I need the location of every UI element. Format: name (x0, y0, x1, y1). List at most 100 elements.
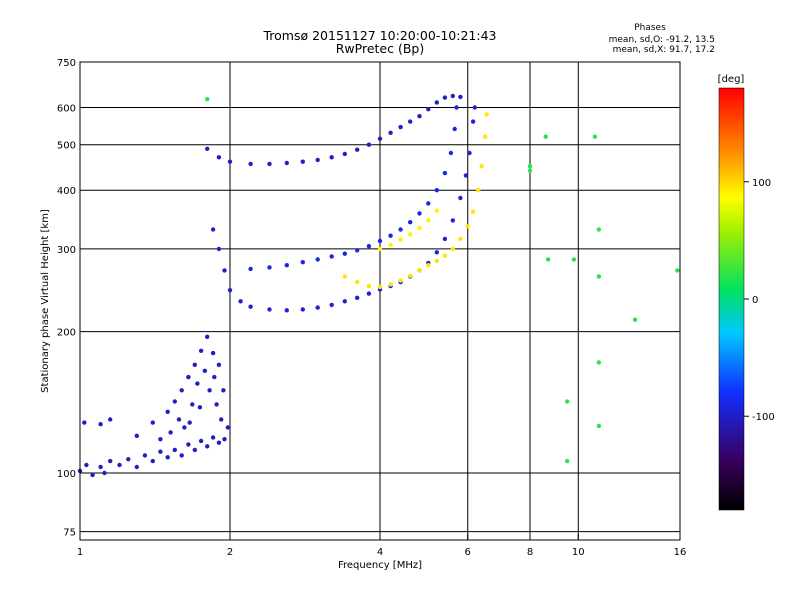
echo-point (442, 253, 448, 258)
echo-point (207, 388, 212, 393)
echo-point (134, 433, 139, 438)
echo-point (434, 250, 439, 255)
echo-point (450, 218, 455, 223)
echo-point (454, 105, 459, 110)
echo-point (300, 307, 305, 312)
echo-point (543, 134, 548, 139)
echo-point (366, 244, 372, 249)
y-tick-label: 75 (63, 528, 76, 539)
colorbar-label: [deg] (718, 74, 745, 85)
echo-point (267, 265, 272, 270)
echo-point (248, 161, 253, 167)
colorbar-ticks: 100 0 -100 (744, 178, 775, 423)
echo-point (355, 279, 360, 285)
echo-points (77, 93, 680, 478)
colorbar-tick-label: 100 (752, 178, 771, 189)
chart-title: Tromsø 20151127 10:20:00-10:21:43 (262, 28, 496, 43)
echo-point (426, 107, 431, 112)
echo-point (192, 447, 197, 453)
echo-point (205, 444, 210, 449)
echo-point (388, 242, 393, 248)
echo-point (284, 263, 289, 268)
echo-point (172, 447, 177, 453)
echo-point (482, 134, 488, 139)
echo-point (214, 402, 219, 407)
echo-point (366, 291, 372, 296)
echo-point (592, 134, 598, 139)
echo-point (355, 248, 360, 253)
x-tick-label: 1 (77, 547, 83, 558)
echo-point (476, 188, 481, 193)
echo-point (377, 238, 383, 244)
echo-point (315, 305, 320, 310)
echo-point (342, 151, 347, 157)
echo-point (442, 170, 448, 176)
echo-point (470, 119, 476, 124)
echo-point (426, 218, 431, 223)
echo-point (98, 422, 103, 427)
echo-point (355, 295, 360, 300)
x-tick-label: 10 (572, 547, 585, 558)
echo-point (165, 409, 170, 414)
x-axis-ticks: 1 2 4 6 8 10 16 (77, 534, 686, 558)
echo-point (527, 164, 533, 169)
echo-point (102, 470, 107, 476)
echo-point (179, 453, 184, 458)
echo-point (398, 124, 403, 130)
echo-point (227, 288, 233, 293)
echo-point (329, 254, 334, 259)
echo-point (527, 168, 533, 173)
echo-point (479, 164, 484, 169)
echo-point (134, 464, 139, 470)
echo-point (168, 430, 173, 435)
echo-point (596, 274, 602, 279)
echo-point (342, 251, 347, 256)
echo-point (195, 381, 200, 386)
echo-point (434, 100, 439, 105)
echo-point (142, 453, 148, 458)
y-tick-label: 400 (57, 186, 76, 197)
echo-point (216, 246, 222, 252)
echo-point (248, 304, 253, 309)
echo-point (388, 282, 393, 287)
echo-point (408, 119, 413, 124)
echo-point (150, 420, 155, 425)
echo-point (484, 112, 489, 117)
echo-point (596, 227, 602, 232)
x-tick-label: 2 (227, 547, 233, 558)
echo-point (377, 284, 383, 290)
echo-point (398, 227, 403, 232)
echo-point (434, 208, 439, 213)
echo-point (342, 299, 347, 304)
echo-point (458, 236, 463, 242)
stats-heading: Phases (634, 23, 666, 33)
echo-point (448, 150, 454, 156)
echo-point (108, 417, 113, 422)
echo-point (675, 268, 680, 273)
echo-point (417, 226, 422, 231)
echo-point (186, 374, 191, 380)
echo-point (202, 368, 207, 373)
echo-point (315, 257, 320, 262)
y-tick-label: 600 (57, 104, 76, 115)
echo-point (366, 283, 372, 289)
echo-point (205, 97, 210, 102)
echo-point (212, 374, 217, 380)
echo-point (398, 278, 403, 283)
x-axis-label: Frequency [MHz] (338, 560, 422, 571)
echo-point (342, 274, 347, 279)
echo-point (221, 388, 226, 393)
echo-point (458, 94, 463, 100)
y-tick-label: 500 (57, 141, 76, 152)
echo-point (426, 201, 431, 206)
echo-point (238, 299, 243, 304)
echo-point (216, 362, 222, 367)
echo-point (442, 95, 448, 100)
echo-point (546, 257, 551, 262)
echo-point (434, 258, 439, 263)
echo-point (596, 423, 602, 429)
y-tick-label: 300 (57, 245, 76, 256)
echo-point (377, 136, 383, 141)
x-tick-label: 6 (465, 547, 471, 558)
